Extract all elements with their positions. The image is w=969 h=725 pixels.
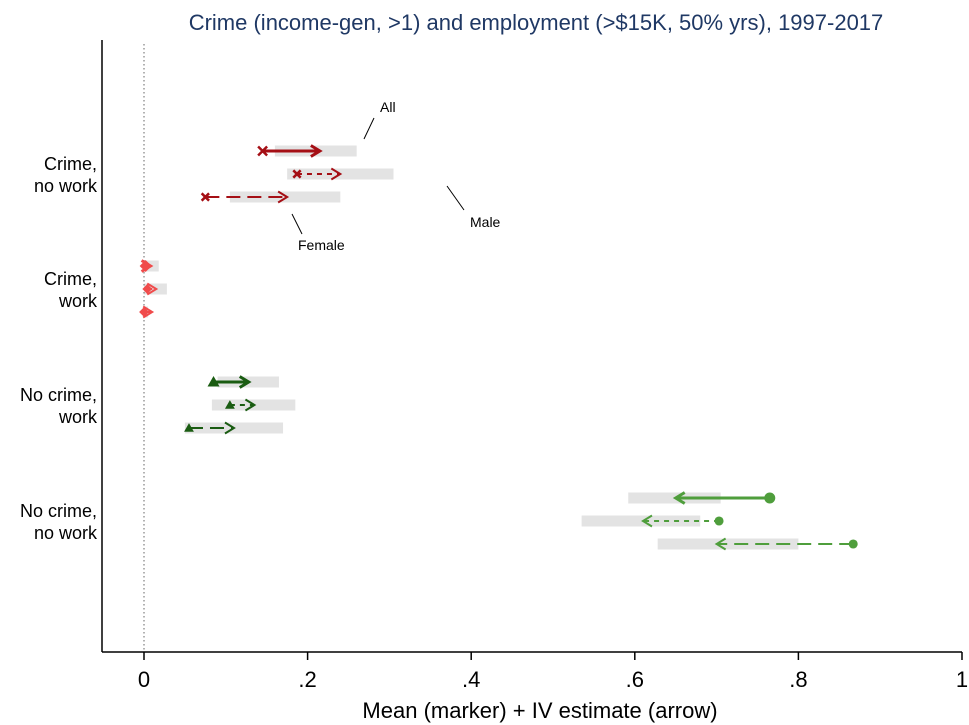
x-tick-label: .2 (298, 667, 316, 692)
x-tick-label: 0 (138, 667, 150, 692)
iv-arrow-head (146, 282, 159, 296)
iv-arrow-head (672, 491, 686, 505)
category-labels: Crime, no work Crime, work No crime, work No c… (20, 154, 98, 543)
annotation-label: All (380, 99, 396, 115)
iv-arrow-head (142, 305, 155, 319)
arrow-layer (140, 144, 854, 551)
marker-layer (139, 145, 858, 549)
iv-arrow-head (641, 514, 653, 528)
category-label: Crime, work (44, 269, 98, 311)
ci-band-layer (144, 145, 799, 550)
annotations: All Male Female (291, 99, 501, 253)
x-tick-label: 1 (956, 667, 968, 692)
mean-marker (292, 169, 302, 179)
mean-marker (207, 376, 220, 387)
mean-marker (764, 492, 776, 504)
annotation-leader (446, 185, 465, 211)
category-label: No crime, work (20, 385, 98, 427)
iv-arrow-head (310, 144, 323, 158)
axes: 0 .2 .4 .6 .8 1 (101, 40, 968, 692)
iv-arrow-head (330, 167, 343, 181)
mean-marker (139, 260, 152, 272)
iv-arrow-head (224, 421, 236, 435)
x-axis-label: Mean (marker) + IV estimate (arrow) (362, 698, 717, 723)
mean-marker (224, 400, 235, 409)
mean-marker (184, 423, 194, 432)
ci-band (229, 191, 341, 203)
iv-arrow-head (277, 190, 290, 204)
iv-arrow-head (244, 398, 257, 412)
x-tick-label: .6 (626, 667, 644, 692)
iv-arrow-head (238, 375, 252, 389)
annotation-label: Male (470, 214, 501, 230)
mean-marker (848, 539, 858, 549)
iv-arrow-head (714, 537, 727, 551)
chart-title: Crime (income-gen, >1) and employment (>… (189, 10, 884, 35)
mean-marker (257, 145, 268, 157)
annotation-leader (363, 117, 375, 140)
mean-marker (139, 307, 149, 317)
annotation-leader (291, 213, 303, 235)
annotation-label: Female (298, 237, 345, 253)
category-label: No crime, no work (20, 501, 98, 543)
mean-marker (200, 192, 210, 202)
mean-marker (714, 516, 724, 526)
ci-band (581, 515, 701, 527)
x-tick-label: .4 (462, 667, 480, 692)
category-label: Crime, no work (34, 154, 98, 196)
x-tick-label: .8 (789, 667, 807, 692)
ci-band (657, 538, 799, 550)
mean-marker (142, 284, 153, 294)
